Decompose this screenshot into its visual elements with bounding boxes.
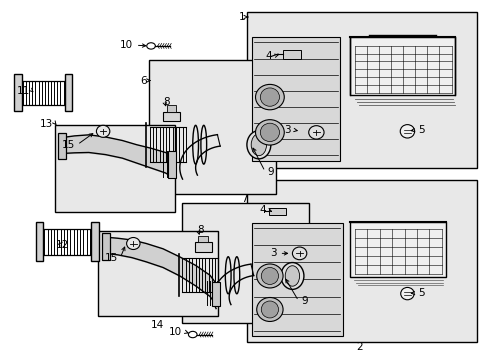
Ellipse shape: [261, 301, 278, 318]
Text: 4: 4: [259, 205, 265, 215]
Bar: [148, 60, 275, 194]
Text: 2: 2: [355, 342, 362, 351]
Bar: [246, 180, 476, 342]
Text: 7: 7: [241, 194, 247, 204]
Text: 8: 8: [197, 225, 203, 235]
Text: 14: 14: [150, 320, 163, 330]
Ellipse shape: [126, 238, 140, 249]
Text: 11: 11: [17, 86, 30, 96]
Bar: [182, 203, 308, 323]
Bar: [166, 105, 176, 112]
Ellipse shape: [261, 267, 278, 284]
Bar: [58, 134, 66, 159]
Ellipse shape: [285, 266, 299, 286]
Text: 5: 5: [417, 288, 424, 298]
Ellipse shape: [255, 84, 284, 110]
Bar: [64, 74, 72, 111]
Text: 4: 4: [265, 51, 272, 61]
Bar: [167, 151, 176, 178]
Ellipse shape: [246, 131, 270, 159]
Bar: [212, 282, 219, 306]
Ellipse shape: [256, 264, 283, 288]
Bar: [91, 222, 99, 261]
Bar: [349, 222, 445, 277]
Ellipse shape: [255, 120, 284, 145]
Bar: [55, 125, 175, 212]
Text: 15: 15: [61, 140, 75, 150]
Text: 5: 5: [417, 125, 424, 135]
Ellipse shape: [96, 125, 110, 137]
Bar: [163, 112, 180, 121]
Text: 3: 3: [270, 248, 277, 258]
Bar: [269, 207, 285, 215]
Ellipse shape: [260, 88, 279, 106]
Bar: [198, 236, 208, 242]
Bar: [14, 74, 22, 111]
Text: 15: 15: [104, 253, 118, 262]
Text: 1: 1: [238, 12, 245, 22]
Text: 10: 10: [169, 327, 182, 337]
Ellipse shape: [280, 262, 304, 289]
Bar: [36, 222, 43, 261]
Ellipse shape: [292, 247, 306, 260]
Ellipse shape: [251, 134, 266, 156]
Text: 3: 3: [284, 125, 290, 135]
Text: 13: 13: [40, 118, 53, 129]
Circle shape: [188, 331, 197, 338]
Text: 9: 9: [267, 167, 274, 176]
Bar: [246, 13, 476, 168]
Bar: [194, 242, 211, 252]
Bar: [102, 233, 110, 260]
Bar: [251, 223, 342, 336]
Text: 12: 12: [56, 240, 69, 250]
Ellipse shape: [260, 123, 279, 141]
Bar: [282, 50, 301, 59]
Bar: [98, 231, 218, 316]
Ellipse shape: [399, 125, 414, 138]
Text: 10: 10: [120, 40, 133, 50]
Bar: [251, 37, 340, 161]
Circle shape: [146, 43, 155, 49]
Text: 9: 9: [301, 296, 307, 306]
Ellipse shape: [308, 126, 324, 139]
Ellipse shape: [256, 297, 283, 321]
Bar: [349, 37, 454, 95]
Ellipse shape: [400, 287, 413, 300]
Text: 6: 6: [140, 76, 146, 86]
Text: 8: 8: [163, 97, 170, 107]
